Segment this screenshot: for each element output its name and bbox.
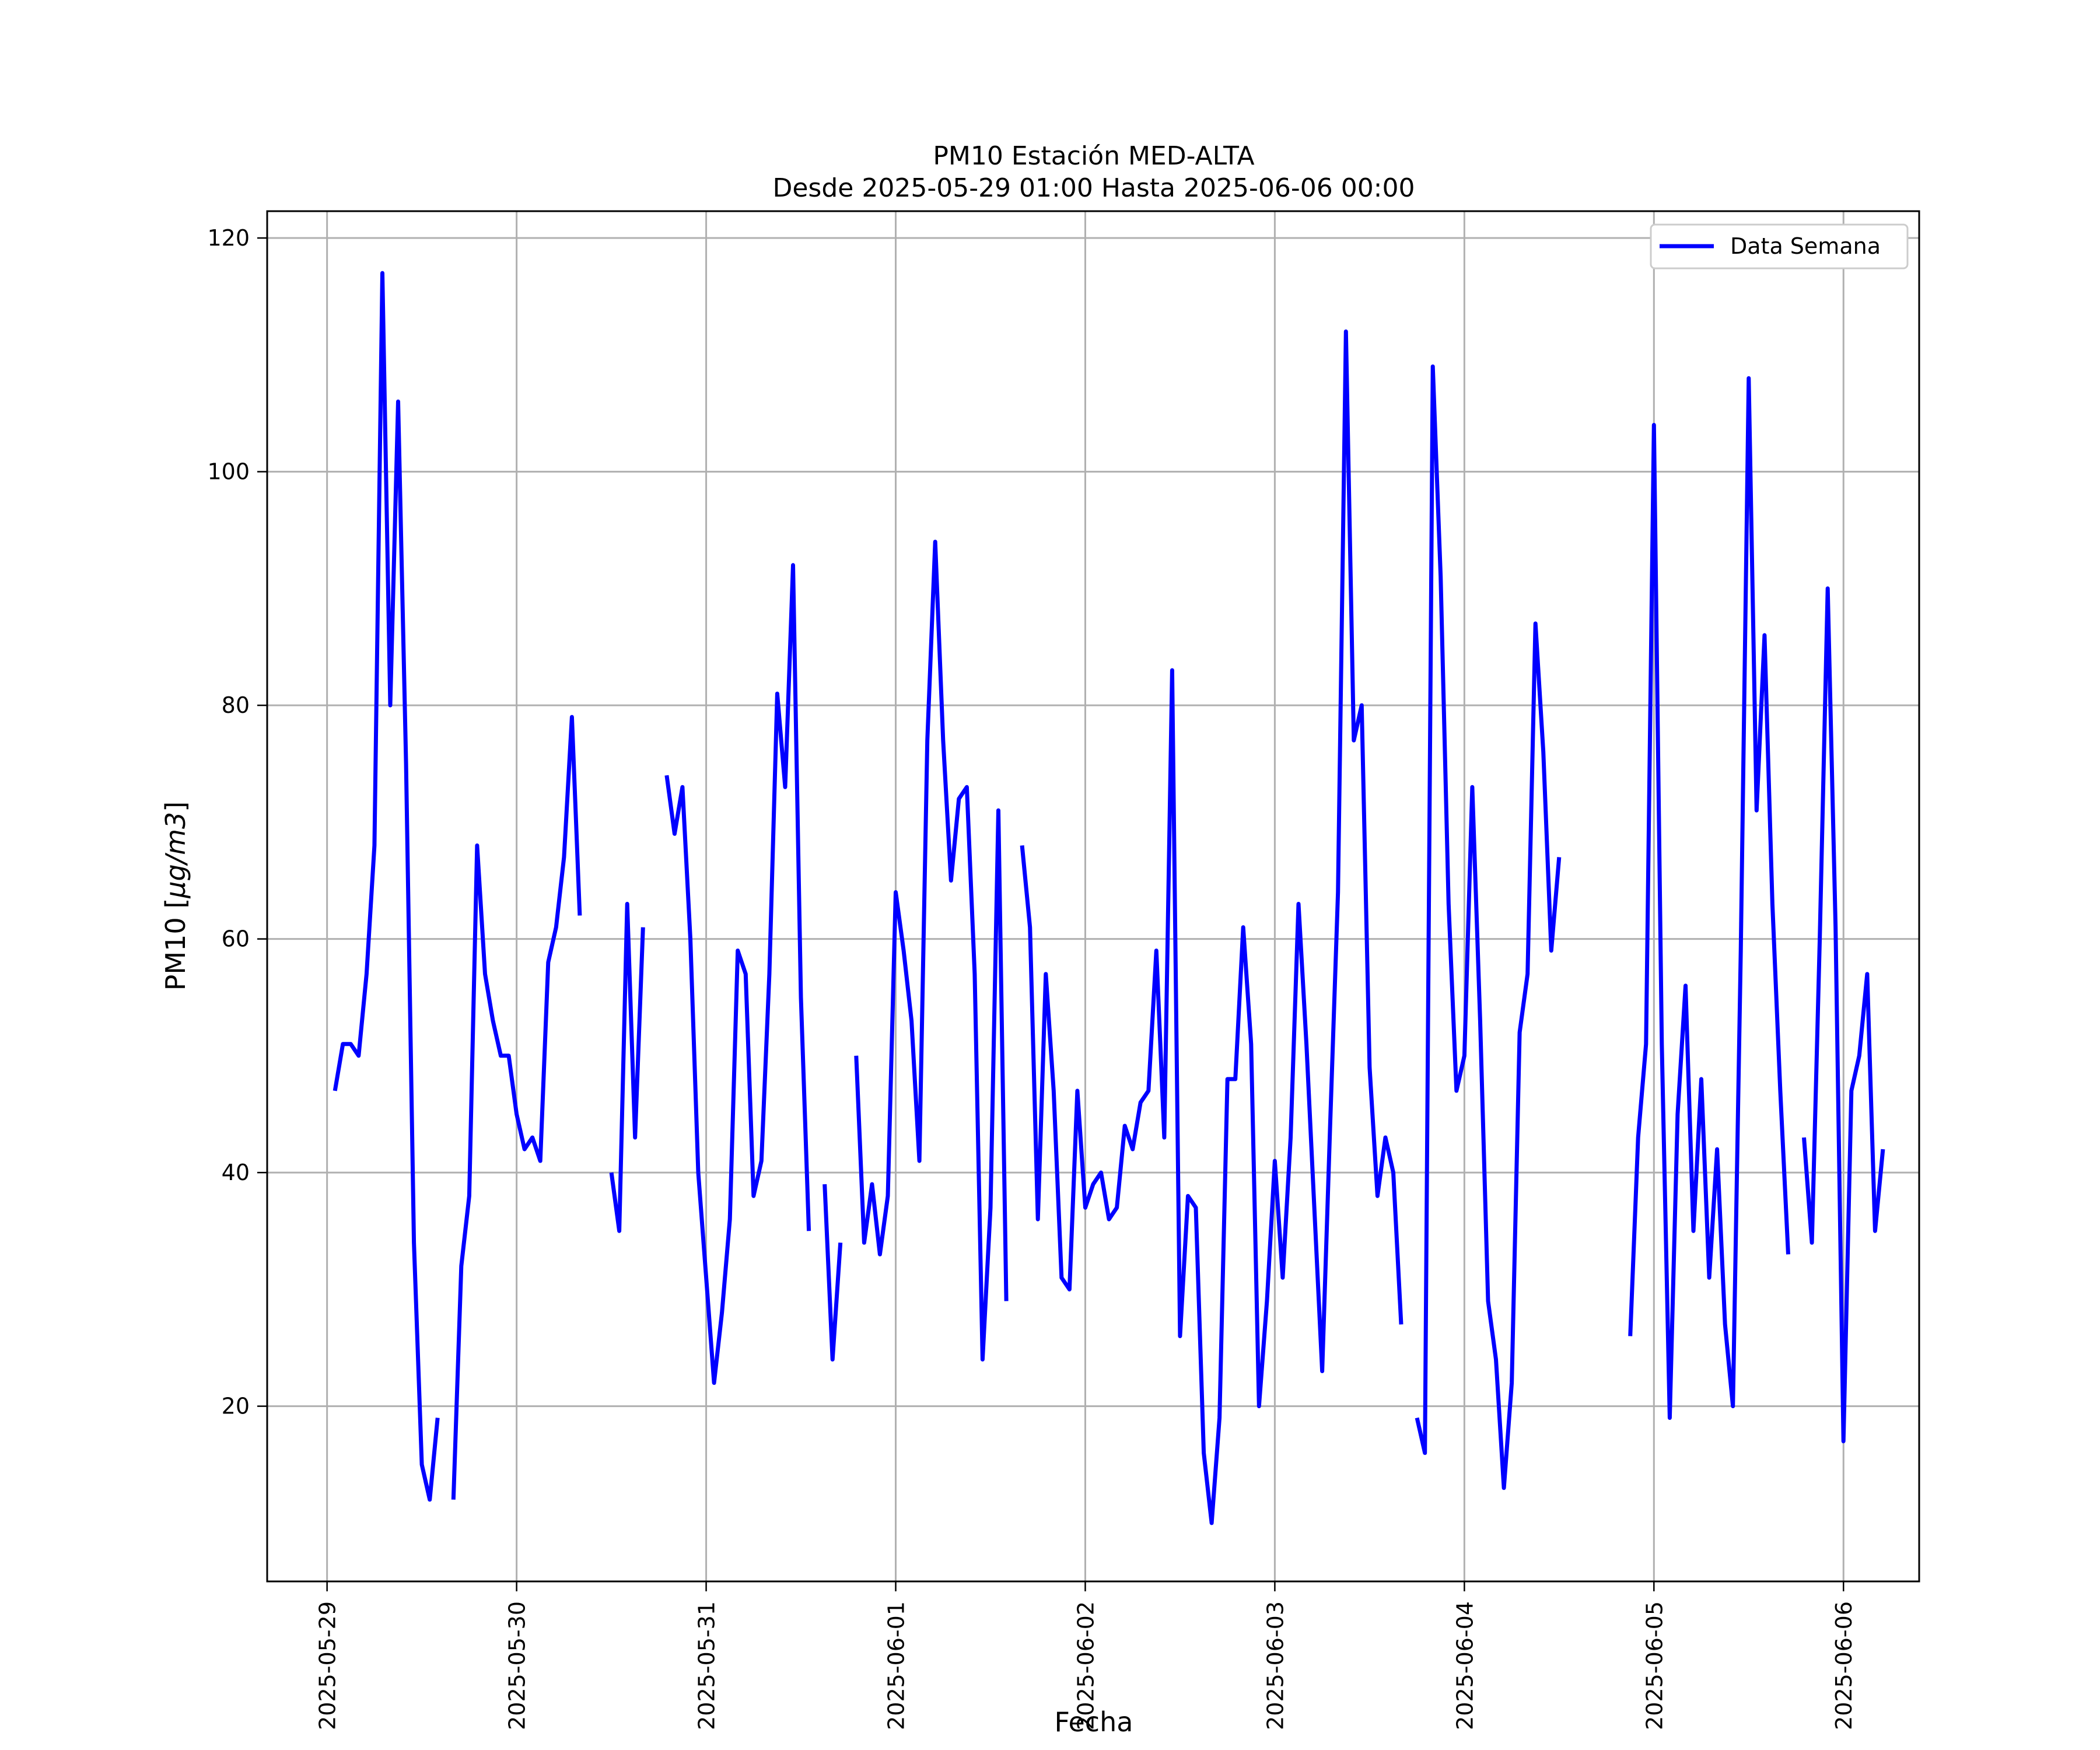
y-axis-label-units: μg/m3: [160, 812, 191, 899]
series-line-segment: [1628, 376, 1790, 1420]
legend: Data Semana: [1650, 223, 1909, 270]
x-tick-label: 2025-05-29: [315, 1601, 341, 1730]
series-line-segment: [1802, 586, 1885, 1444]
grid-lines: [267, 211, 1919, 1581]
chart-subtitle: Desde 2025-05-29 01:00 Hasta 2025-06-06 …: [772, 173, 1415, 203]
series-line-segment: [1415, 364, 1562, 1490]
y-axis: 20 40 60 80 100 120: [207, 225, 267, 1419]
x-tick-label: 2025-06-02: [1073, 1601, 1098, 1730]
chart-title: PM10 Estación MED-ALTA: [933, 141, 1254, 171]
x-tick-label: 2025-06-04: [1452, 1601, 1478, 1730]
series-line-segment: [451, 715, 582, 1500]
series-line-segment: [609, 902, 645, 1233]
x-tick-label: 2025-06-01: [884, 1601, 909, 1730]
y-tick-label: 120: [207, 225, 250, 251]
y-tick-label: 40: [222, 1160, 250, 1185]
y-tick-label: 60: [222, 926, 250, 952]
x-tick-label: 2025-05-30: [505, 1601, 530, 1730]
series-layer: [332, 271, 1885, 1525]
x-tick-label: 2025-06-05: [1642, 1601, 1667, 1730]
x-axis-label: Fecha: [1055, 1706, 1133, 1738]
series-line-segment: [332, 271, 440, 1502]
plot-frame: [266, 210, 1920, 1583]
series-line-segment: [664, 563, 811, 1385]
x-axis: 2025-05-29 2025-05-30 2025-05-31 2025-06-01…: [315, 1581, 1857, 1730]
y-axis-label-prefix: PM10 [: [160, 898, 191, 991]
y-tick-label: 20: [222, 1394, 250, 1419]
y-axis-label-suffix: ]: [160, 802, 191, 812]
series-line-segment: [854, 540, 1009, 1362]
y-tick-label: 100: [207, 459, 250, 485]
legend-label: Data Semana: [1730, 233, 1881, 259]
x-tick-label: 2025-05-31: [694, 1601, 720, 1730]
legend-box: [1650, 223, 1909, 270]
series-line-segment: [1020, 329, 1404, 1525]
x-tick-label: 2025-06-06: [1831, 1601, 1857, 1730]
y-axis-label: PM10 [μg/m3]: [160, 802, 191, 991]
series-line-segment: [822, 1184, 843, 1362]
y-tick-label: 80: [222, 692, 250, 718]
x-tick-label: 2025-06-03: [1262, 1601, 1288, 1730]
